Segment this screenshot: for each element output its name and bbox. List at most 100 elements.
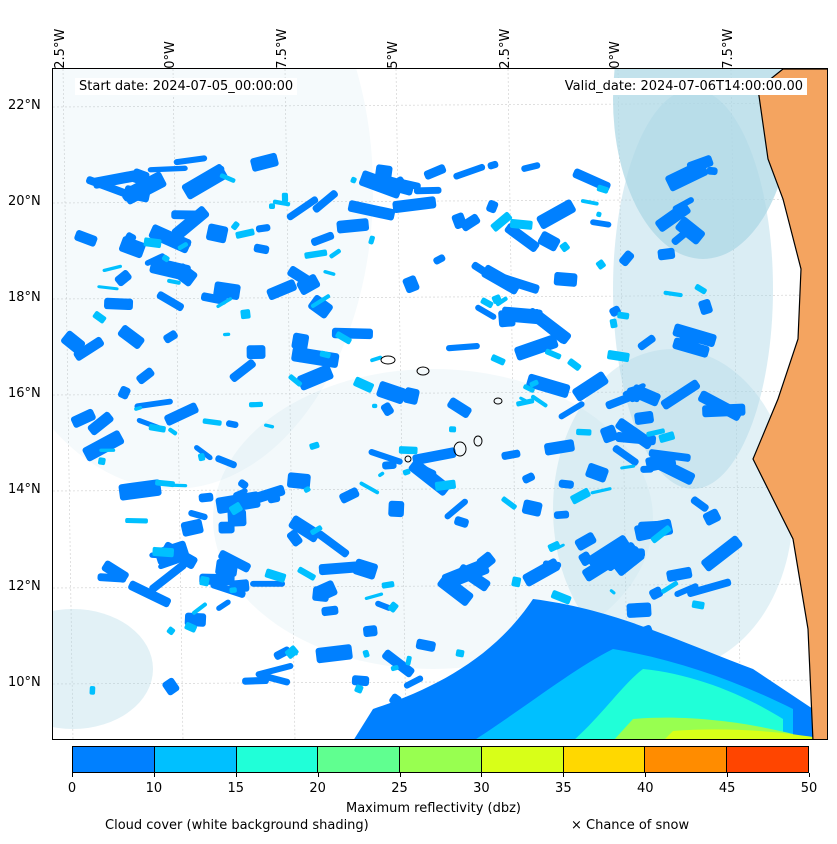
reflectivity-cell	[202, 418, 222, 426]
reflectivity-cell	[567, 358, 582, 371]
reflectivity-cell	[186, 165, 225, 192]
reflectivity-cell	[544, 439, 575, 456]
latitude-label: 12°N	[8, 579, 41, 594]
reflectivity-cell	[225, 420, 239, 429]
reflectivity-cell	[460, 213, 481, 232]
reflectivity-cell	[296, 274, 321, 295]
reflectivity-cell	[250, 152, 279, 172]
reflectivity-cell	[352, 558, 378, 580]
reflectivity-cell	[493, 271, 540, 294]
reflectivity-cell	[660, 379, 701, 410]
reflectivity-cell	[398, 446, 418, 455]
reflectivity-cell	[702, 508, 721, 526]
reflectivity-cell	[558, 401, 585, 420]
reflectivity-cell	[231, 221, 240, 231]
reflectivity-cell	[255, 663, 294, 678]
reflectivity-cell	[351, 675, 370, 687]
reflectivity-cell	[451, 212, 467, 230]
colorbar-tick-label: 45	[718, 781, 736, 796]
latitude-label: 18°N	[8, 290, 41, 305]
reflectivity-cell	[122, 171, 167, 205]
reflectivity-cell	[387, 601, 399, 613]
reflectivity-cell	[444, 498, 468, 520]
reflectivity-cell	[622, 383, 646, 397]
reflectivity-cell	[152, 546, 175, 558]
reflectivity-cell	[455, 649, 465, 658]
reflectivity-cell	[626, 602, 652, 618]
reflectivity-cell	[637, 334, 656, 351]
reflectivity-cell	[102, 264, 122, 273]
reflectivity-cell	[471, 261, 513, 292]
reflectivity-cell	[480, 297, 494, 308]
reflectivity-cell	[303, 486, 311, 493]
reflectivity-cell	[691, 600, 705, 610]
reflectivity-cell	[118, 479, 162, 501]
reflectivity-cell	[229, 502, 243, 516]
reflectivity-cell	[490, 211, 513, 232]
reflectivity-cell	[238, 479, 249, 490]
reflectivity-cell	[273, 646, 291, 660]
reflectivity-cell	[487, 160, 499, 170]
reflectivity-cell	[353, 376, 374, 393]
reflectivity-cell	[218, 550, 251, 573]
reflectivity-cell	[284, 645, 299, 659]
reflectivity-cell	[423, 164, 447, 180]
southern-rain-peak	[665, 729, 813, 739]
reflectivity-cell	[184, 622, 197, 633]
reflectivity-cell	[403, 675, 424, 689]
reflectivity-cell	[382, 649, 415, 678]
reflectivity-cell	[690, 496, 709, 512]
reflectivity-cell	[495, 296, 508, 307]
reflectivity-cell	[600, 424, 619, 444]
reflectivity-cell	[158, 558, 181, 570]
reflectivity-cell	[706, 166, 718, 176]
reflectivity-cell	[612, 546, 645, 576]
reflectivity-cell	[163, 330, 178, 344]
reflectivity-cell	[504, 223, 540, 252]
reflectivity-cell	[529, 379, 539, 388]
reflectivity-cell	[661, 581, 679, 594]
latitude-label: 14°N	[8, 482, 41, 497]
reflectivity-cell	[206, 223, 229, 244]
latitude-label: 16°N	[8, 386, 41, 401]
colorbar-segment	[645, 747, 728, 772]
reflectivity-cell	[392, 196, 437, 214]
reflectivity-cell	[134, 405, 143, 411]
reflectivity-cell	[222, 332, 231, 337]
reflectivity-cell	[200, 292, 227, 305]
reflectivity-cell	[658, 431, 675, 443]
latitude-label: 22°N	[8, 98, 41, 113]
reflectivity-cell	[246, 345, 266, 360]
reflectivity-cell	[388, 500, 405, 518]
reflectivity-cell	[354, 684, 364, 694]
reflectivity-cell	[412, 447, 457, 466]
reflectivity-cell	[148, 423, 166, 433]
reflectivity-cell	[242, 676, 269, 685]
reflectivity-cell	[281, 192, 289, 203]
reflectivity-cell	[286, 196, 319, 221]
reflectivity-cell	[382, 460, 397, 470]
valid-date-label: Valid_date: 2024-07-06T14:00:00.00	[560, 78, 807, 95]
reflectivity-cell	[550, 590, 572, 605]
colorbar-tickmark	[317, 773, 319, 777]
reflectivity-cell	[291, 651, 298, 656]
reflectivity-cell	[143, 237, 162, 249]
colorbar-tickmark	[563, 773, 565, 777]
reflectivity-cell	[315, 644, 353, 664]
latitude-label: 20°N	[8, 194, 41, 209]
reflectivity-cell	[370, 355, 383, 363]
reflectivity-cell	[553, 271, 578, 287]
reflectivity-cell	[434, 479, 456, 491]
reflectivity-cell	[570, 487, 591, 505]
reflectivity-cell	[620, 464, 636, 470]
reflectivity-cell	[97, 573, 127, 583]
reflectivity-cell	[380, 402, 394, 417]
reflectivity-map	[53, 69, 827, 739]
start-date-label: Start date: 2024-07-05_00:00:00	[75, 78, 298, 95]
reflectivity-cell	[291, 332, 310, 351]
reflectivity-cell	[335, 331, 352, 345]
reflectivity-cell	[61, 330, 86, 354]
reflectivity-cell	[590, 219, 612, 228]
colorbar-tickmark	[809, 773, 810, 777]
reflectivity-cell	[92, 169, 141, 189]
